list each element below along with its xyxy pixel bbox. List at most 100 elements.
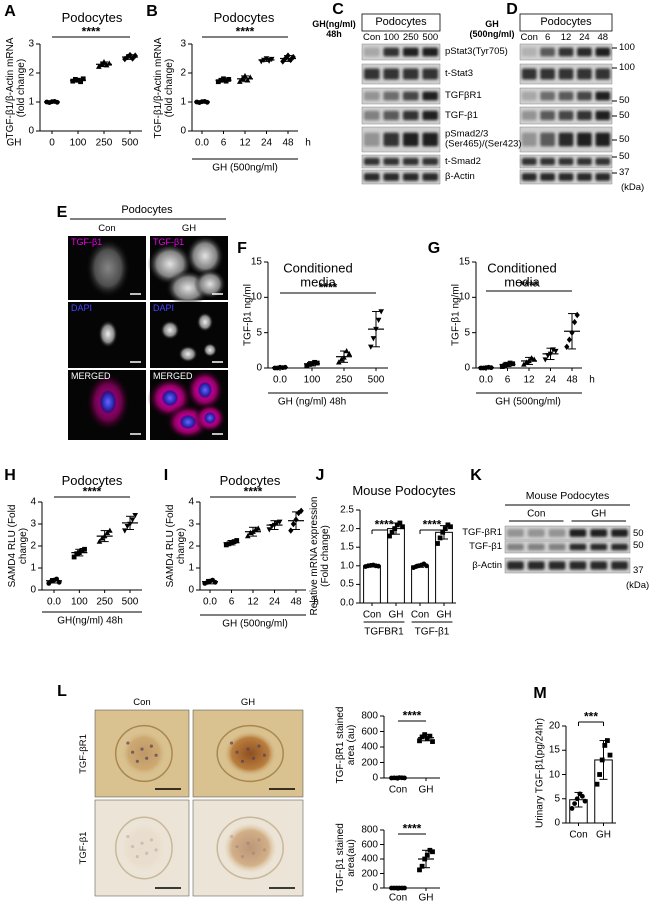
cell-signal — [85, 238, 131, 298]
x-tick-label: Con — [362, 609, 382, 621]
nucleus — [154, 753, 158, 757]
y-tick-label: 2 — [188, 540, 194, 552]
row-label: pStat3(Tyr705) — [445, 45, 508, 57]
panel-letter: B — [146, 3, 158, 21]
channel-label: DAPI — [153, 303, 175, 314]
glomerulus — [114, 816, 173, 880]
blot-band — [507, 529, 524, 537]
x-tick-label: 24 — [260, 137, 273, 149]
data-point — [307, 362, 312, 367]
data-point — [394, 522, 400, 528]
y-tick-label: 3 — [180, 38, 186, 50]
data-point — [280, 58, 286, 65]
y-axis-label: TGF-β1/β-Actin mRNA (fold change) — [5, 37, 27, 139]
glomerulus — [216, 816, 284, 880]
blot-band — [363, 68, 380, 80]
x-tick-label: 6 — [504, 374, 511, 386]
treatment-label: GH(ng/ml) 48h — [312, 19, 356, 39]
data-point — [346, 350, 352, 357]
data-point — [309, 361, 315, 367]
mw-label: 100 — [619, 41, 635, 53]
nucleus — [240, 855, 245, 859]
data-point — [293, 516, 299, 523]
y-tick-label: 1 — [180, 96, 186, 108]
x-tick-label: 100 — [303, 374, 321, 386]
data-point — [402, 775, 407, 781]
significance: **** — [243, 484, 263, 499]
x-tick-label: 6 — [228, 596, 235, 608]
y-tick-label: 3 — [188, 518, 194, 530]
data-point — [304, 363, 310, 369]
y-tick-label: 0 — [372, 882, 378, 894]
blot-band — [402, 91, 419, 101]
y-tick-label: 2.0 — [340, 523, 354, 535]
panel-letter: C — [332, 1, 344, 19]
x-tick-label: 0.0 — [47, 596, 61, 608]
data-point — [378, 309, 384, 315]
blot-header — [361, 13, 441, 32]
data-point — [602, 743, 608, 748]
y-tick-label: 1.5 — [340, 541, 354, 553]
data-point — [440, 529, 446, 535]
x-tick-label: 0.0 — [273, 374, 287, 386]
y-tick-label: 15 — [250, 256, 262, 268]
cell-signal — [185, 235, 225, 277]
data-point — [564, 343, 570, 350]
data-point — [242, 72, 248, 79]
nucleus — [246, 747, 250, 751]
y-tick-label: 5 — [464, 327, 470, 339]
x-unit: h — [313, 596, 319, 608]
data-point — [338, 356, 345, 362]
blot-strip — [361, 169, 441, 185]
y-tick-label: 3 — [28, 38, 34, 50]
data-point — [204, 99, 210, 105]
blot-band — [521, 110, 537, 121]
data-point — [505, 362, 510, 367]
y-tick-label: 800 — [361, 824, 378, 836]
blot-band — [383, 68, 400, 80]
blot-band — [363, 157, 380, 166]
mw-label: 50 — [619, 150, 630, 162]
data-point — [288, 527, 294, 534]
blot-band — [363, 110, 380, 121]
x-tick-label: 48 — [566, 374, 578, 386]
data-point — [341, 354, 347, 360]
data-point — [132, 513, 138, 519]
data-point — [82, 546, 87, 552]
data-point — [387, 533, 392, 539]
data-point — [402, 885, 407, 891]
data-point — [445, 522, 451, 528]
blot-title: Mouse Podocytes — [525, 490, 610, 503]
significance: **** — [82, 484, 102, 499]
image-title: Podocytes — [121, 203, 173, 216]
x-unit: h — [305, 137, 311, 149]
blot-band — [540, 157, 555, 166]
nucleus — [204, 412, 216, 424]
y-tick-label: 0 — [28, 125, 34, 137]
y-tick-label: 0 — [554, 817, 560, 829]
blot-band — [577, 157, 592, 166]
x-tick-label: GH — [388, 609, 404, 621]
channel-label: DAPI — [71, 303, 93, 314]
group-label: Con — [527, 508, 546, 520]
nucleus — [99, 390, 117, 414]
data-point — [599, 757, 605, 763]
nucleus — [149, 838, 153, 842]
nucleus — [262, 753, 267, 757]
nucleus — [145, 756, 149, 760]
data-point — [566, 336, 572, 343]
data-point — [73, 76, 78, 82]
nucleus — [140, 747, 144, 751]
stain — [121, 730, 167, 777]
blot-band — [540, 173, 555, 181]
data-point — [268, 56, 275, 63]
mw-unit: (kDa) — [621, 181, 645, 193]
nucleus — [251, 851, 256, 855]
nucleus — [251, 756, 256, 760]
x-tick-label: 0 — [49, 137, 55, 149]
chart-title: Mouse Podocytes — [352, 482, 456, 498]
data-point — [223, 542, 229, 548]
data-point — [397, 520, 403, 526]
